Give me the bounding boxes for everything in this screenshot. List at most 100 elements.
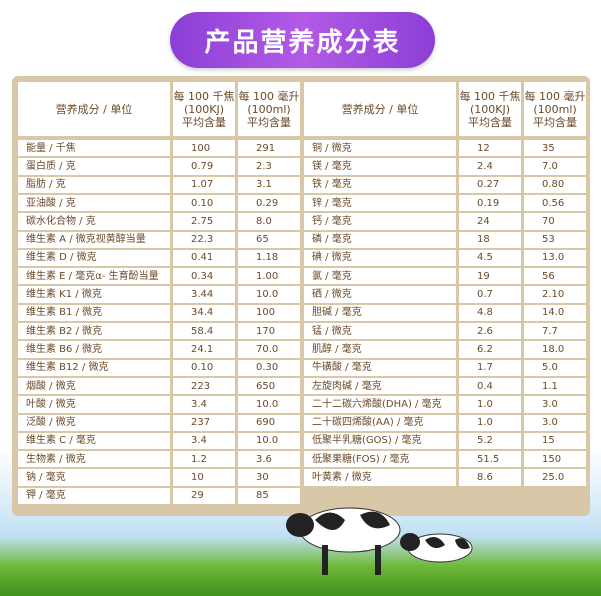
nutrient-value: 1.07 <box>173 176 235 193</box>
nutrient-name: 钾 / 毫克 <box>18 487 170 505</box>
nutrient-value: 3.1 <box>238 176 300 193</box>
nutrient-name: 铁 / 毫克 <box>304 176 456 193</box>
nutrient-value: 0.41 <box>173 249 235 267</box>
nutrient-value: 0.4 <box>459 377 521 395</box>
nutrient-value: 10.0 <box>238 432 300 450</box>
nutrient-name: 牛磺酸 / 毫克 <box>304 359 456 376</box>
column-header: 营养成分 / 单位 <box>18 82 170 136</box>
nutrient-value: 1.2 <box>173 451 235 468</box>
nutrient-name: 维生素 B1 / 微克 <box>18 304 170 322</box>
nutrient-name: 碳水化合物 / 克 <box>18 213 170 230</box>
nutrient-name: 碘 / 微克 <box>304 249 456 267</box>
nutrient-name: 二十二碳六烯酸(DHA) / 毫克 <box>304 396 456 413</box>
nutrient-value: 70.0 <box>238 341 300 358</box>
nutrient-value: 0.34 <box>173 268 235 285</box>
nutrient-value: 3.4 <box>173 396 235 413</box>
nutrient-value: 150 <box>524 451 586 468</box>
nutrient-value: 35 <box>524 140 586 157</box>
nutrient-value: 22.3 <box>173 231 235 248</box>
nutrient-name: 蛋白质 / 克 <box>18 158 170 175</box>
nutrient-value: 0.7 <box>459 286 521 303</box>
nutrient-value: 2.10 <box>524 286 586 303</box>
nutrient-value: 56 <box>524 268 586 285</box>
nutrient-name: 肌醇 / 毫克 <box>304 341 456 358</box>
nutrient-name: 亚油酸 / 克 <box>18 194 170 212</box>
nutrient-value: 237 <box>173 414 235 431</box>
nutrient-value: 690 <box>238 414 300 431</box>
nutrient-name: 维生素 E / 毫克α- 生育酚当量 <box>18 268 170 285</box>
nutrient-value: 18 <box>459 231 521 248</box>
nutrient-name: 胆碱 / 毫克 <box>304 304 456 322</box>
nutrient-value: 1.0 <box>459 414 521 431</box>
nutrient-value: 85 <box>238 487 300 505</box>
nutrient-value: 0.80 <box>524 176 586 193</box>
nutrient-value: 10.0 <box>238 286 300 303</box>
nutrient-name: 低聚果糖(FOS) / 毫克 <box>304 451 456 468</box>
table-panel: 营养成分 / 单位每 100 千焦 (100KJ) 平均含量每 100 毫升 (… <box>12 76 590 516</box>
nutrient-value: 0.30 <box>238 359 300 376</box>
nutrient-name: 叶酸 / 微克 <box>18 396 170 413</box>
cow <box>286 507 473 575</box>
column-header: 每 100 千焦 (100KJ) 平均含量 <box>459 82 521 136</box>
nutrient-value: 2.3 <box>238 158 300 175</box>
nutrient-name: 生物素 / 微克 <box>18 451 170 468</box>
nutrient-value: 2.6 <box>459 323 521 340</box>
nutrient-value: 0.79 <box>173 158 235 175</box>
nutrient-value: 10.0 <box>238 396 300 413</box>
nutrient-value: 1.00 <box>238 268 300 285</box>
nutrient-value: 3.6 <box>238 451 300 468</box>
nutrient-value: 30 <box>238 469 300 486</box>
nutrient-value: 1.1 <box>524 377 586 395</box>
nutrient-value: 7.7 <box>524 323 586 340</box>
nutrient-value: 291 <box>238 140 300 157</box>
nutrient-value: 3.44 <box>173 286 235 303</box>
nutrient-value: 58.4 <box>173 323 235 340</box>
nutrient-value: 100 <box>238 304 300 322</box>
nutrient-value: 4.8 <box>459 304 521 322</box>
nutrient-value: 2.4 <box>459 158 521 175</box>
nutrient-name: 磷 / 毫克 <box>304 231 456 248</box>
nutrient-value: 1.0 <box>459 396 521 413</box>
nutrient-name: 铜 / 微克 <box>304 140 456 157</box>
nutrient-name: 维生素 K1 / 微克 <box>18 286 170 303</box>
nutrient-name: 维生素 D / 微克 <box>18 249 170 267</box>
nutrient-value: 170 <box>238 323 300 340</box>
nutrient-value: 0.56 <box>524 194 586 212</box>
column-header: 每 100 毫升 (100ml) 平均含量 <box>238 82 300 136</box>
nutrient-value: 6.2 <box>459 341 521 358</box>
nutrient-name: 氯 / 毫克 <box>304 268 456 285</box>
nutrient-name: 硒 / 微克 <box>304 286 456 303</box>
nutrient-value: 3.4 <box>173 432 235 450</box>
nutrient-value: 5.0 <box>524 359 586 376</box>
column-header: 每 100 毫升 (100ml) 平均含量 <box>524 82 586 136</box>
nutrient-value: 34.4 <box>173 304 235 322</box>
nutrient-value: 70 <box>524 213 586 230</box>
nutrient-name: 锌 / 毫克 <box>304 194 456 212</box>
nutrient-value: 12 <box>459 140 521 157</box>
nutrient-name: 能量 / 千焦 <box>18 140 170 157</box>
nutrient-name: 锰 / 微克 <box>304 323 456 340</box>
nutrient-value: 3.0 <box>524 396 586 413</box>
nutrient-value: 8.0 <box>238 213 300 230</box>
nutrient-value: 8.6 <box>459 469 521 486</box>
nutrient-value: 10 <box>173 469 235 486</box>
nutrient-value: 51.5 <box>459 451 521 468</box>
nutrient-value: 14.0 <box>524 304 586 322</box>
nutrient-value: 223 <box>173 377 235 395</box>
nutrient-name: 脂肪 / 克 <box>18 176 170 193</box>
nutrient-name: 镁 / 毫克 <box>304 158 456 175</box>
nutrient-value: 18.0 <box>524 341 586 358</box>
nutrient-value: 7.0 <box>524 158 586 175</box>
title: 产品营养成分表 <box>170 12 435 68</box>
nutrient-value: 0.29 <box>238 194 300 212</box>
column-header: 每 100 千焦 (100KJ) 平均含量 <box>173 82 235 136</box>
nutrient-value: 0.10 <box>173 194 235 212</box>
nutrient-value: 13.0 <box>524 249 586 267</box>
nutrient-value: 1.7 <box>459 359 521 376</box>
nutrient-value: 0.27 <box>459 176 521 193</box>
nutrient-value: 53 <box>524 231 586 248</box>
nutrient-value: 650 <box>238 377 300 395</box>
nutrient-name: 维生素 A / 微克视黄醇当量 <box>18 231 170 248</box>
nutrient-value: 24 <box>459 213 521 230</box>
